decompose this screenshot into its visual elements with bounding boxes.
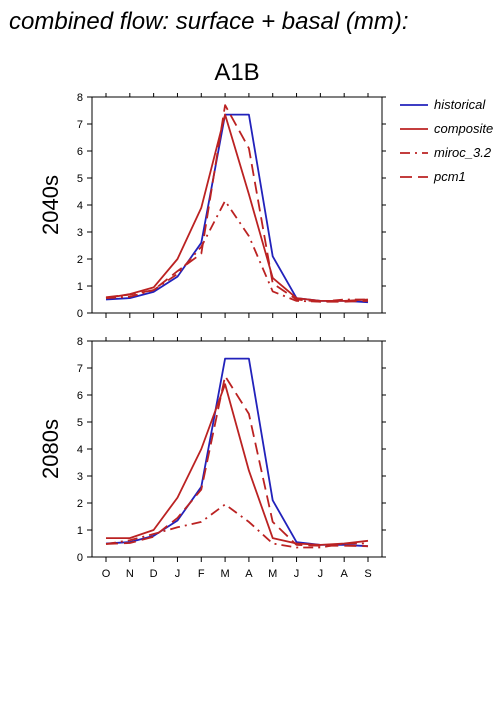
y-tick-label: 4	[77, 200, 83, 212]
x-tick-label: A	[341, 568, 349, 580]
legend-item: historical	[400, 97, 486, 112]
legend-item: composite	[400, 121, 493, 136]
panel-2040s: 0 1 2 3 4 5 6 7 8 2040s	[38, 92, 386, 320]
y-tick-label: 5	[77, 173, 83, 185]
series-line-composite	[106, 383, 369, 546]
y-tick-label: 3	[77, 471, 83, 483]
series-line-pcm1	[105, 375, 369, 548]
x-tick-label: J	[294, 568, 300, 580]
scenario-label: A1B	[214, 59, 259, 86]
x-tick-label: D	[150, 568, 158, 580]
legend-label: miroc_3.2	[434, 145, 492, 160]
legend-label: historical	[434, 97, 486, 112]
x-tick-label: N	[126, 568, 134, 580]
series-line-historical	[105, 113, 369, 304]
y-tick-label: 4	[77, 444, 83, 456]
legend-label: composite	[434, 121, 493, 136]
x-tick-label: F	[198, 568, 205, 580]
y-tick-label: 2	[77, 498, 83, 510]
x-tick-label: M	[221, 568, 230, 580]
y-tick-label: 1	[77, 525, 83, 537]
x-tick-label: A	[245, 568, 253, 580]
series-line-composite	[105, 113, 369, 302]
y-tick-label: 0	[77, 308, 83, 320]
plot-frame	[91, 340, 383, 558]
figure-title: combined flow: surface + basal (mm):	[9, 8, 409, 35]
legend-label: pcm1	[433, 169, 466, 184]
y-tick-label: 6	[77, 390, 83, 402]
series-line-miroc_3.2	[105, 199, 368, 303]
panels: 0 1 2 3 4 5 6 7 8 2040s 0 1 2 3 4 5 6 7 8 O N D J F M A M J J A S 2080s	[38, 92, 386, 580]
plot-frame	[91, 96, 383, 314]
y-tick-label: 2	[77, 254, 83, 266]
x-tick-label: J	[175, 568, 181, 580]
x-tick-label: J	[318, 568, 324, 580]
y-axis-label: 2040s	[38, 175, 63, 235]
legend-item: pcm1	[400, 169, 466, 184]
y-tick-label: 8	[77, 336, 83, 348]
y-tick-label: 0	[77, 552, 83, 564]
legend-item: miroc_3.2	[400, 145, 492, 160]
x-tick-label: M	[268, 568, 277, 580]
y-tick-label: 7	[77, 363, 83, 375]
series-line-historical	[105, 357, 369, 548]
y-tick-label: 7	[77, 119, 83, 131]
y-axis-label: 2080s	[38, 419, 63, 479]
series-line-pcm1	[105, 104, 369, 303]
series-line-miroc_3.2	[105, 503, 368, 549]
y-tick-label: 8	[77, 92, 83, 104]
y-tick-label: 3	[77, 227, 83, 239]
y-tick-label: 6	[77, 146, 83, 158]
x-tick-label: S	[364, 568, 371, 580]
legend: historical composite miroc_3.2 pcm1	[400, 97, 493, 184]
panel-2080s: 0 1 2 3 4 5 6 7 8 O N D J F M A M J J A S 2080s	[38, 336, 386, 580]
y-tick-label: 5	[77, 417, 83, 429]
x-tick-label: O	[102, 568, 111, 580]
y-tick-label: 1	[77, 281, 83, 293]
